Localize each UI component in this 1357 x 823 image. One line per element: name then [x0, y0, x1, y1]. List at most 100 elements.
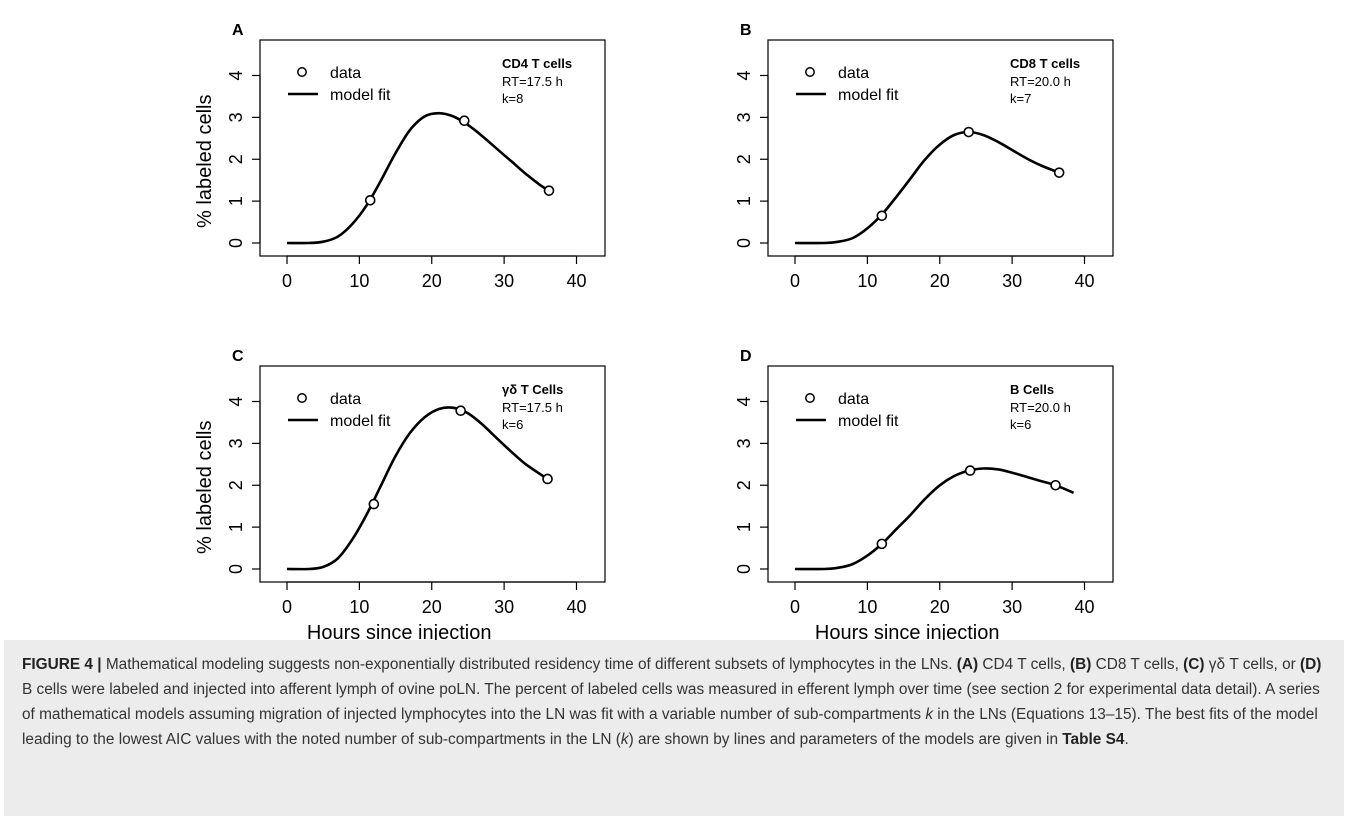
residency-time-annotation: RT=17.5 h	[502, 74, 563, 89]
plot-frame	[767, 39, 1114, 257]
data-point	[876, 210, 888, 222]
plot-frame	[767, 365, 1114, 583]
y-tick-label: 0	[226, 238, 246, 248]
x-tick-label: 30	[1002, 271, 1022, 291]
y-tick-label: 0	[226, 564, 246, 574]
k-annotation: k=6	[1010, 417, 1031, 432]
y-tick-label: 2	[226, 480, 246, 490]
data-point	[1053, 167, 1065, 178]
model-fit-line	[794, 130, 1060, 245]
x-tick-label: 10	[349, 271, 369, 291]
x-tick-label: 30	[1002, 597, 1022, 617]
data-point	[964, 465, 976, 476]
data-point	[1050, 479, 1061, 491]
panel-letter: D	[740, 348, 752, 365]
x-tick-label: 20	[930, 271, 950, 291]
caption-label: FIGURE 4 |	[22, 656, 102, 673]
y-tick-label: 4	[734, 396, 754, 406]
x-tick-label: 0	[790, 597, 800, 617]
data-point	[542, 473, 553, 485]
panel-d: D 0 10 20 30 40 0 1 2 3 4 Hours since injection data…	[734, 348, 1114, 644]
x-tick-label: 30	[494, 597, 514, 617]
panel-letter: A	[232, 22, 244, 39]
panel-letter: B	[740, 22, 752, 39]
k-annotation: k=7	[1010, 91, 1031, 106]
x-tick-label: 10	[857, 597, 877, 617]
panel-letter: C	[232, 348, 244, 365]
y-tick-label: 1	[734, 522, 754, 532]
x-tick-label: 40	[566, 597, 586, 617]
y-tick-label: 1	[226, 522, 246, 532]
x-tick-label: 0	[790, 271, 800, 291]
y-tick-label: 4	[226, 70, 246, 80]
y-axis-label: % labeled cells	[194, 421, 216, 554]
panel-b: B 0 10 20 30 40 0 1 2 3 4 data model fit CD8 T cells R…	[734, 22, 1114, 291]
legend-data-label: data	[838, 65, 869, 82]
x-tick-label: 20	[422, 597, 442, 617]
data-point	[368, 498, 380, 510]
data-point	[455, 405, 467, 417]
legend-fit-label: model fit	[330, 87, 391, 104]
y-axis-label: % labeled cells	[194, 95, 216, 228]
panel-a: A 0 10 20 30 40 0 1 2 3 4 % labeled cells data model …	[194, 22, 606, 291]
cell-type-annotation: CD4 T cells	[502, 56, 572, 71]
table-reference: Table S4	[1062, 731, 1125, 748]
cell-type-annotation: CD8 T cells	[1010, 56, 1080, 71]
y-tick-label: 2	[734, 154, 754, 164]
x-tick-label: 40	[1074, 597, 1094, 617]
panel-c: C 0 10 20 30 40 0 1 2 3 4 % labeled cells Hours sinc…	[194, 348, 606, 644]
data-point	[876, 538, 888, 550]
y-tick-label: 0	[734, 238, 754, 248]
figure-caption: FIGURE 4 | Mathematical modeling suggest…	[4, 640, 1344, 816]
x-axis-label: Hours since injection	[815, 622, 1000, 644]
legend-data-marker	[805, 67, 815, 77]
y-tick-label: 4	[226, 396, 246, 406]
cell-type-annotation: γδ T Cells	[502, 382, 563, 397]
legend-data-label: data	[330, 65, 361, 82]
legend-data-marker	[297, 67, 307, 77]
legend-fit-label: model fit	[330, 413, 391, 430]
y-tick-label: 2	[734, 480, 754, 490]
plot-frame	[259, 39, 606, 257]
legend-data-label: data	[838, 391, 869, 408]
data-point	[963, 126, 975, 138]
x-tick-label: 10	[349, 597, 369, 617]
model-fit-line	[794, 467, 1075, 571]
legend-fit-label: model fit	[838, 87, 899, 104]
x-tick-label: 40	[566, 271, 586, 291]
model-fit-line	[286, 111, 550, 245]
data-point	[543, 185, 555, 196]
x-tick-label: 30	[494, 271, 514, 291]
y-tick-label: 1	[226, 196, 246, 206]
residency-time-annotation: RT=17.5 h	[502, 400, 563, 415]
legend-data-marker	[805, 393, 815, 403]
x-axis-label: Hours since injection	[307, 622, 492, 644]
y-tick-label: 1	[734, 196, 754, 206]
x-tick-label: 20	[930, 597, 950, 617]
x-tick-label: 20	[422, 271, 442, 291]
y-tick-label: 4	[734, 70, 754, 80]
model-fit-line	[286, 406, 549, 571]
k-annotation: k=8	[502, 91, 523, 106]
y-tick-label: 3	[734, 438, 754, 448]
legend-data-marker	[297, 393, 307, 403]
y-tick-label: 3	[734, 112, 754, 122]
data-point	[364, 194, 376, 206]
y-tick-label: 3	[226, 438, 246, 448]
x-tick-label: 10	[857, 271, 877, 291]
plot-frame	[259, 365, 606, 583]
legend-data-label: data	[330, 391, 361, 408]
k-annotation: k=6	[502, 417, 523, 432]
x-tick-label: 0	[282, 271, 292, 291]
cell-type-annotation: B Cells	[1010, 382, 1054, 397]
residency-time-annotation: RT=20.0 h	[1010, 400, 1071, 415]
y-tick-label: 2	[226, 154, 246, 164]
x-tick-label: 40	[1074, 271, 1094, 291]
x-tick-label: 0	[282, 597, 292, 617]
y-tick-label: 0	[734, 564, 754, 574]
y-tick-label: 3	[226, 112, 246, 122]
legend-fit-label: model fit	[838, 413, 899, 430]
data-point	[459, 115, 470, 127]
residency-time-annotation: RT=20.0 h	[1010, 74, 1071, 89]
